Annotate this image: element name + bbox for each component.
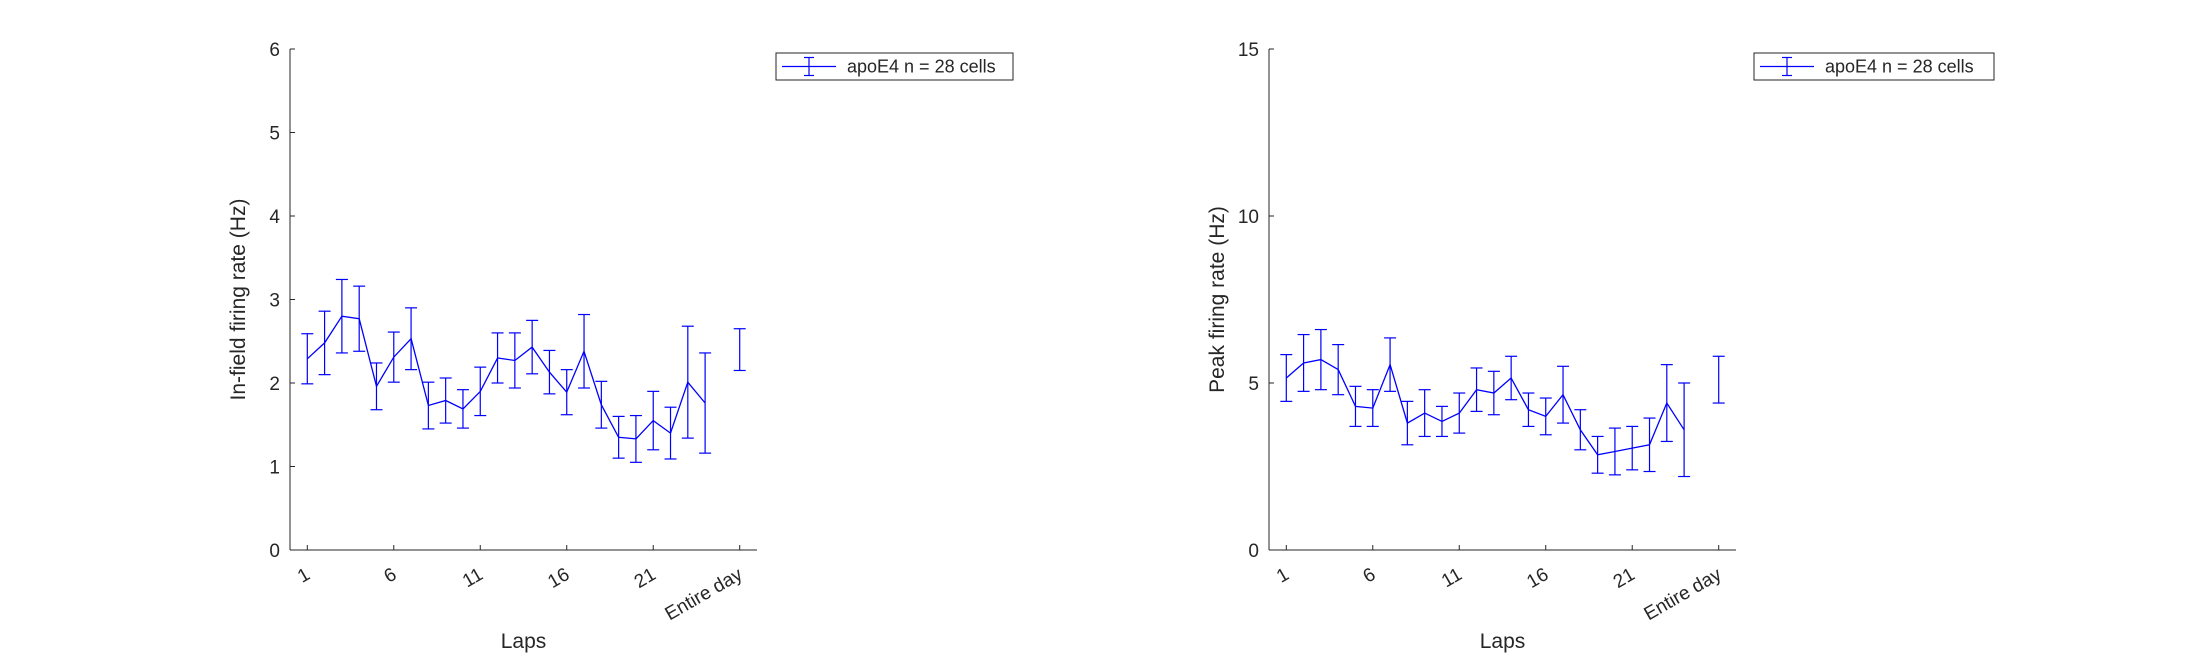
series-line	[1285, 358, 1685, 456]
y-tick-label: 6	[269, 40, 280, 61]
y-tick-label: 3	[269, 291, 280, 312]
y-tick-label: 4	[269, 207, 280, 228]
legend: apoE4 n = 28 cells	[1753, 52, 1995, 81]
y-axis-label: Peak firing rate (Hz)	[1206, 206, 1229, 393]
y-tick-label: 15	[1238, 40, 1259, 61]
y-tick-label: 2	[269, 374, 280, 395]
y-tick-label: 5	[1248, 374, 1259, 395]
y-axis-label: In-field firing rate (Hz)	[227, 199, 250, 401]
legend-entry: apoE4 n = 28 cells	[1825, 57, 1974, 77]
x-axis-label: Laps	[501, 630, 547, 653]
legend-entry: apoE4 n = 28 cells	[847, 57, 996, 77]
y-tick-label: 0	[269, 541, 280, 562]
series-line	[306, 315, 706, 440]
legend: apoE4 n = 28 cells	[775, 52, 1014, 81]
y-tick-label: 0	[1248, 541, 1259, 562]
y-tick-label: 5	[269, 124, 280, 145]
y-tick-label: 1	[269, 458, 280, 479]
y-tick-label: 10	[1238, 207, 1259, 228]
x-axis-label: Laps	[1480, 630, 1526, 653]
